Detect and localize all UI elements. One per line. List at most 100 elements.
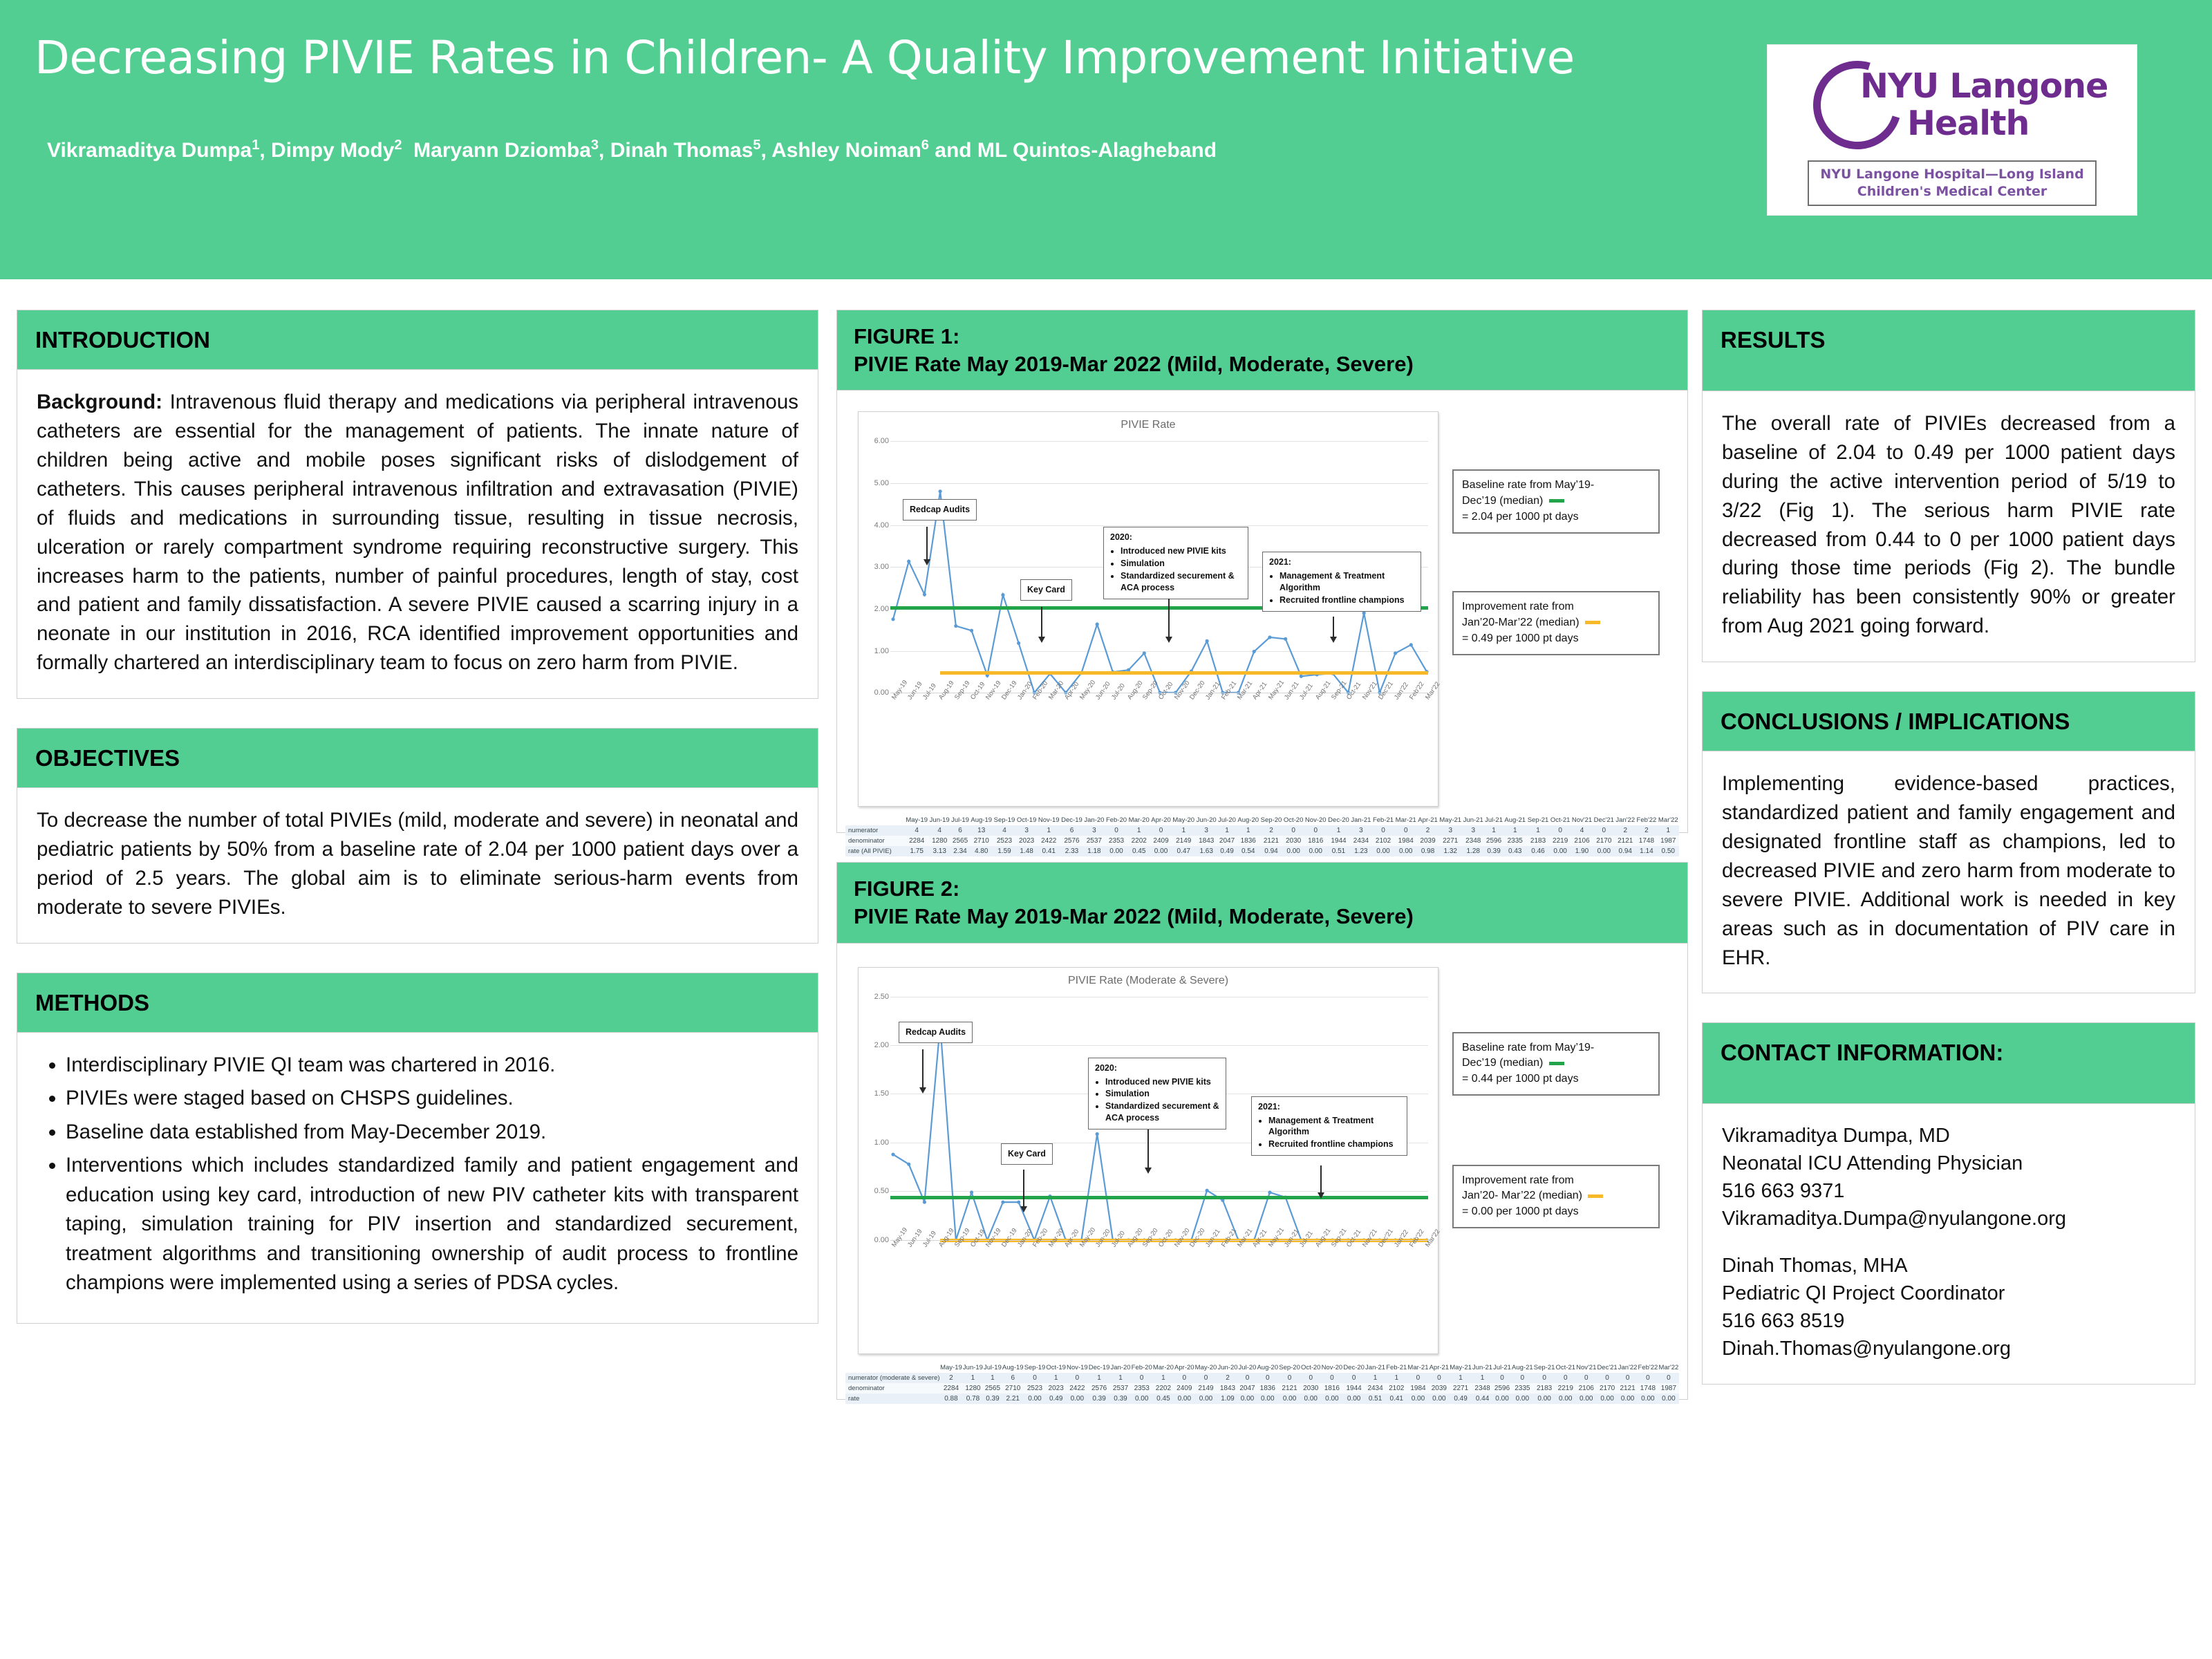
contact-email[interactable]: Vikramaditya.Dumpa@nyulangone.org <box>1722 1208 2067 1230</box>
contact-phone[interactable]: 516 663 9371 <box>1722 1180 1845 1203</box>
table-column-header: Dec'21 <box>1597 1363 1618 1371</box>
table-cell: 3 <box>1359 827 1363 835</box>
gridline <box>890 441 1428 442</box>
table-cell: 0.49 <box>1220 847 1234 856</box>
figure2-chart: PIVIE Rate (Moderate & Severe) 0.00 0.50 1… <box>858 966 1442 1354</box>
table-cell: 0.00 <box>1261 1394 1275 1403</box>
table-row-label: denominator <box>848 1384 885 1392</box>
table-cell: 2565 <box>984 1384 1001 1392</box>
table-cell: 2523 <box>1027 1384 1043 1392</box>
table-cell: 1 <box>1336 827 1341 835</box>
table-cell: 1816 <box>1324 1384 1340 1392</box>
table-cell: 0.00 <box>1376 847 1390 856</box>
table-cell: 0.49 <box>1454 1394 1468 1403</box>
table-cell: 3 <box>1471 827 1475 835</box>
table-column-header: Jun-19 <box>962 1363 983 1371</box>
section-body-results: The overall rate of PIVIEs decreased fro… <box>1702 391 2195 662</box>
table-cell: 0.78 <box>966 1394 980 1403</box>
table-column-header: Oct-21 <box>1555 1363 1576 1371</box>
figure2-legend-improvement-line2: Jan’20- Mar’22 (median) <box>1462 1190 1582 1202</box>
arrow-redcap-audits-head <box>919 1087 926 1094</box>
table-column-header: Aug-21 <box>1512 1363 1533 1371</box>
contact-email[interactable]: Dinah.Thomas@nyulangone.org <box>1722 1338 2011 1360</box>
table-column-header: Nov-19 <box>1067 1363 1088 1371</box>
table-cell: 6 <box>1011 1374 1015 1382</box>
table-cell: 1 <box>1666 827 1671 835</box>
table-cell: 2409 <box>1177 1384 1192 1392</box>
figure2-heading-line1: FIGURE 2: <box>854 877 960 901</box>
table-column-header: Jun-19 <box>929 816 950 825</box>
contact-role: Neonatal ICU Attending Physician <box>1722 1152 2023 1175</box>
table-column-header: Jul-19 <box>984 1363 1002 1371</box>
table-cell: 2284 <box>909 837 925 845</box>
table-column-header: Jul-21 <box>1485 816 1503 825</box>
arrow-redcap-audits <box>926 527 928 561</box>
table-column-header: Apr-20 <box>1151 816 1171 825</box>
table-column-header: Dec-20 <box>1328 816 1349 825</box>
table-cell: 4 <box>915 827 919 835</box>
table-cell: 2537 <box>1086 837 1102 845</box>
figure1-legend-improvement: Improvement rate from Jan’20-Mar’22 (med… <box>1452 591 1660 655</box>
table-cell: 0.94 <box>1618 847 1632 856</box>
figure2-legend-baseline: Baseline rate from May’19- Dec’19 (media… <box>1452 1031 1660 1096</box>
table-cell: 0.00 <box>1177 1394 1192 1403</box>
table-cell: 1 <box>1492 827 1496 835</box>
table-column-header: Sep-21 <box>1527 816 1549 825</box>
table-cell: 0 <box>1075 1374 1080 1382</box>
table-cell: 0.47 <box>1177 847 1190 856</box>
table-cell: 2047 <box>1219 837 1235 845</box>
table-cell: 2183 <box>1536 1384 1553 1392</box>
baseline-median-line <box>890 606 1428 610</box>
objectives-text: To decrease the number of total PIVIEs (… <box>37 809 798 919</box>
table-cell: 1 <box>1161 1374 1165 1382</box>
table-cell: 2030 <box>1303 1384 1319 1392</box>
logo-line1: NYU Langone <box>1860 66 2108 106</box>
table-cell: 4 <box>937 827 941 835</box>
y-axis-tick-label: 6.00 <box>874 437 889 446</box>
table-cell: 0 <box>1033 1374 1037 1382</box>
table-cell: 0 <box>1159 827 1163 835</box>
table-cell: 2106 <box>1574 837 1590 845</box>
table-row: rate (All PIVIE) 1.75 3.13 2.34 4.80 1.59 1.48… <box>845 846 1679 857</box>
figure2-legend-improvement-line1: Improvement rate from <box>1462 1174 1574 1186</box>
table-column-header: Jul-21 <box>1493 1363 1511 1371</box>
table-row-label: rate <box>848 1394 860 1403</box>
gridline <box>890 1191 1428 1192</box>
table-column-header: Jan-21 <box>1365 1363 1386 1371</box>
table-cell: 0.98 <box>1421 847 1435 856</box>
y-axis-tick-label: 1.00 <box>874 1138 889 1147</box>
contact-phone[interactable]: 516 663 8519 <box>1722 1310 1845 1333</box>
figure2-header: FIGURE 2: PIVIE Rate May 2019-Mar 2022 (… <box>836 862 1688 944</box>
table-cell: 1 <box>991 1374 995 1382</box>
table-cell: 0 <box>1245 1374 1250 1382</box>
table-column-header: Jun-20 <box>1196 816 1217 825</box>
y-axis-tick-label: 4.00 <box>874 521 889 529</box>
table-cell: 2710 <box>1005 1384 1021 1392</box>
table-column-header: May-21 <box>1439 816 1462 825</box>
table-column-header: Feb'22 <box>1636 816 1657 825</box>
table-cell: 0.00 <box>1515 1394 1530 1403</box>
table-cell: 1944 <box>1331 837 1347 845</box>
table-cell: 2 <box>1644 827 1649 835</box>
table-cell: 0 <box>1584 1374 1588 1382</box>
figure2-legend-improvement-line3: = 0.00 per 1000 pt days <box>1462 1206 1579 1218</box>
table-cell: 0 <box>1139 1374 1144 1382</box>
table-cell: 0.00 <box>1553 847 1567 856</box>
table-column-header: Jun-21 <box>1472 1363 1493 1371</box>
table-cell: 0.00 <box>1432 1394 1446 1403</box>
table-corner-cell <box>845 1362 940 1373</box>
gridline <box>890 1045 1428 1047</box>
table-column-header: Feb-20 <box>1105 816 1127 825</box>
table-cell: 2121 <box>1263 837 1280 845</box>
table-cell: 2422 <box>1069 1384 1085 1392</box>
table-cell: 3 <box>1024 827 1029 835</box>
table-cell: 2271 <box>1452 1384 1469 1392</box>
table-cell: 2596 <box>1494 1384 1510 1392</box>
table-column-header: Sep-19 <box>1024 1363 1046 1371</box>
figure2-legend-improvement: Improvement rate from Jan’20- Mar’22 (me… <box>1452 1164 1660 1228</box>
table-cell: 1984 <box>1410 1384 1426 1392</box>
table-cell: 6 <box>958 827 962 835</box>
table-cell: 1280 <box>932 837 948 845</box>
table-cell: 0.00 <box>1282 1394 1297 1403</box>
section-body-introduction: Background: Intravenous fluid therapy an… <box>17 370 818 699</box>
